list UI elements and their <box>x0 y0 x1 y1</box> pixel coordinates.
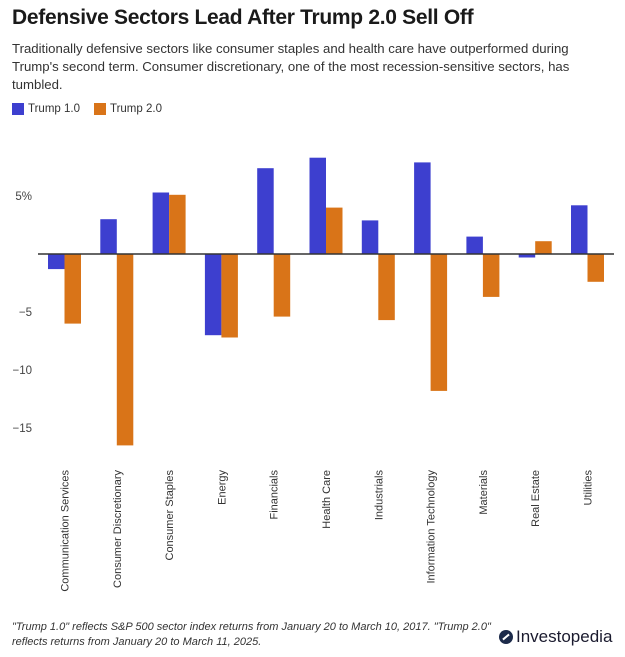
legend-label-trump-2: Trump 2.0 <box>109 103 162 115</box>
bar-trump-1-real-estate <box>518 254 536 258</box>
bar-trump-1-materials <box>466 236 483 254</box>
x-tick-label: Financials <box>269 470 281 520</box>
x-tick-label: Information Technology <box>426 470 438 584</box>
x-tick-label: Materials <box>478 470 490 515</box>
x-axis: Communication Services Consumer Discretio… <box>60 470 595 592</box>
bar-trump-2-communication-services <box>64 254 81 324</box>
y-tick-label: −15 <box>12 423 32 435</box>
chart-subtitle: Traditionally defensive sectors like con… <box>12 41 570 92</box>
y-tick-label: 5% <box>15 191 32 203</box>
bar-trump-1-energy <box>204 254 222 336</box>
bar-trump-1-financials <box>257 168 274 254</box>
bar-trump-1-communication-services <box>48 254 65 270</box>
bar-trump-2-consumer-discretionary <box>116 254 134 446</box>
bar-trump-1-industrials <box>361 220 379 254</box>
y-tick-label: −5 <box>19 307 32 319</box>
bar-trump-2-financials <box>273 254 291 317</box>
legend: Trump 1.0 Trump 2.0 <box>12 103 176 115</box>
x-tick-label: Consumer Staples <box>164 470 176 561</box>
bar-trump-1-consumer-staples <box>152 192 170 254</box>
investopedia-logo-icon <box>499 630 513 644</box>
y-axis: 5% −5 −10 −15 <box>12 191 32 435</box>
legend-swatch-trump-2 <box>93 103 106 115</box>
x-tick-label: Energy <box>216 470 228 505</box>
bars <box>48 157 604 446</box>
x-tick-label: Real Estate <box>530 470 542 527</box>
bar-trump-2-information-technology <box>430 254 448 391</box>
bar-trump-2-consumer-staples <box>169 194 186 254</box>
chart-title: Defensive Sectors Lead After Trump 2.0 S… <box>12 6 474 29</box>
legend-item-trump-1: Trump 1.0 <box>12 103 80 115</box>
legend-item-trump-2: Trump 2.0 <box>93 103 162 115</box>
bar-trump-2-energy <box>221 254 238 338</box>
footnote: "Trump 1.0" reflects S&P 500 sector inde… <box>12 621 491 648</box>
brand-name: Investopedia <box>516 627 613 646</box>
brand-logo: Investopedia <box>499 627 612 647</box>
bar-trump-2-industrials <box>378 254 395 321</box>
x-tick-label: Communication Services <box>60 470 72 592</box>
bar-trump-2-utilities <box>587 254 604 282</box>
bar-trump-2-real-estate <box>535 241 552 254</box>
bar-trump-1-health-care <box>309 157 326 254</box>
bar-trump-2-health-care <box>326 207 343 254</box>
legend-swatch-trump-1 <box>12 103 24 115</box>
x-tick-label: Consumer Discretionary <box>112 470 124 588</box>
bar-chart: 5% −5 −10 −15 Communication Services Consume… <box>12 157 614 592</box>
legend-label-trump-1: Trump 1.0 <box>28 103 80 115</box>
bar-trump-1-consumer-discretionary <box>100 219 117 254</box>
x-tick-label: Utilities <box>583 470 595 506</box>
bar-trump-1-information-technology <box>414 162 431 254</box>
x-tick-label: Health Care <box>321 470 333 529</box>
bar-trump-2-materials <box>482 254 500 297</box>
y-tick-label: −10 <box>12 365 32 377</box>
x-tick-label: Industrials <box>373 470 385 521</box>
bar-trump-1-utilities <box>571 205 588 254</box>
